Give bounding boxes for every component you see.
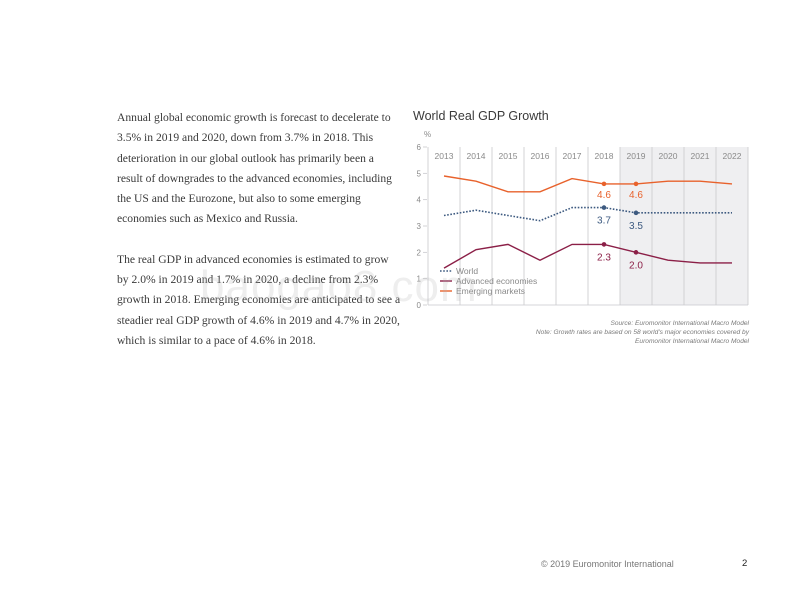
source-text: Source: Euromonitor International Macro … <box>610 320 749 327</box>
data-point-marker <box>633 210 639 216</box>
legend-label: World <box>456 266 478 276</box>
footer-copyright: © 2019 Euromonitor International <box>541 559 674 569</box>
data-label: 4.6 <box>629 190 643 201</box>
data-label: 4.6 <box>597 190 611 201</box>
series-line-advanced-economies <box>443 243 732 269</box>
gdp-growth-chart: 0 1 2 3 4 5 6% 2013 2014 2015 2016 2017 2018 2019 2020… <box>417 130 749 310</box>
y-tick-label: 0 <box>417 301 422 310</box>
legend-label: Advanced economies <box>456 276 537 286</box>
series-line-emerging-markets <box>443 175 733 193</box>
x-tick-label: 2019 <box>627 151 646 161</box>
x-tick-label: 2020 <box>659 151 678 161</box>
note-text: Note: Growth rates are based on 58 world… <box>535 329 749 345</box>
x-tick-label: 2022 <box>723 151 742 161</box>
chart-title: World Real GDP Growth <box>413 109 549 123</box>
page-number: 2 <box>742 558 748 569</box>
data-point-marker <box>601 181 607 187</box>
data-label: 2.3 <box>597 252 611 263</box>
x-tick-label: 2017 <box>563 151 582 161</box>
legend-label: Emerging markets <box>456 286 525 296</box>
data-label: 2.0 <box>629 260 643 271</box>
y-tick-label: 6 <box>417 143 422 152</box>
data-point-marker <box>601 242 607 247</box>
y-tick-label: 1 <box>417 275 422 284</box>
data-point-marker <box>633 181 639 187</box>
y-axis-unit: % <box>424 130 431 139</box>
x-tick-label: 2015 <box>499 151 518 161</box>
x-tick-label: 2013 <box>435 151 454 161</box>
y-tick-label: 4 <box>417 196 422 205</box>
x-tick-label: 2014 <box>467 151 486 161</box>
data-point-marker <box>633 250 639 255</box>
x-tick-label: 2016 <box>531 151 550 161</box>
body-text: Annual global economic growth is forecas… <box>117 108 402 351</box>
y-tick-label: 5 <box>417 169 422 178</box>
series-line-world <box>443 206 732 222</box>
paragraph-2: The real GDP in advanced economies is es… <box>117 252 401 347</box>
x-tick-label: 2018 <box>595 151 614 161</box>
chart-source: Source: Euromonitor International Macro … <box>520 319 749 346</box>
y-tick-label: 3 <box>417 222 422 231</box>
data-point-marker <box>601 205 607 210</box>
paragraph-1: Annual global economic growth is forecas… <box>117 111 392 226</box>
data-label: 3.7 <box>597 216 611 227</box>
x-tick-label: 2021 <box>691 151 710 161</box>
y-tick-label: 2 <box>417 248 422 257</box>
data-label: 3.5 <box>629 221 643 232</box>
